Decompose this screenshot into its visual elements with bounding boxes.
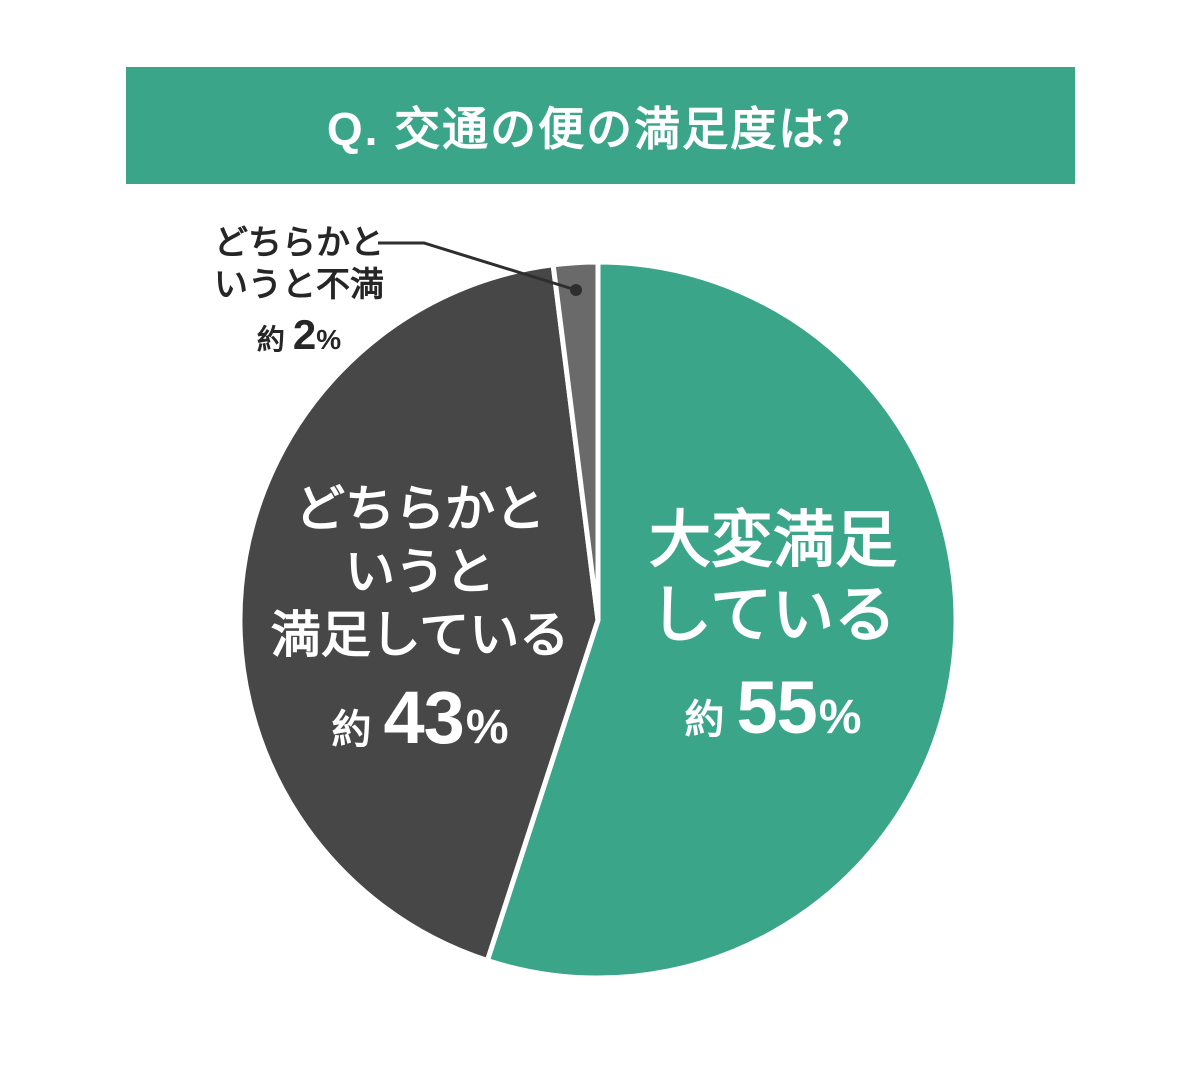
slice-percent: 約 43 %	[271, 681, 570, 755]
slice-label-line: 満足している	[270, 607, 570, 663]
percent-sign: %	[818, 691, 862, 744]
percent-value: 43	[383, 676, 465, 759]
slice-label-line: どちらかと	[214, 224, 384, 262]
page-title: Q. 交通の便の満足度は？	[326, 102, 875, 155]
slice-percent: 約 2 %	[214, 314, 384, 356]
slice-label-line: いうと	[345, 544, 495, 600]
approx-prefix: 約	[256, 324, 285, 355]
slice-label-line: いうと不満	[214, 266, 384, 304]
pie-slice-2	[550, 259, 601, 623]
callout-leader-line	[378, 241, 577, 292]
callout-leader-dot	[570, 284, 582, 296]
percent-value: 2	[292, 311, 316, 358]
percent-sign: %	[316, 324, 342, 355]
slice-label-very-satisfied: 大変満足 している 約 55 %	[649, 503, 897, 745]
slice-label-somewhat-dissatisfied: どちらかと いうと不満 約 2 %	[214, 222, 384, 356]
slice-percent: 約 55 %	[649, 671, 897, 745]
slice-label-line: どちらかと	[295, 481, 545, 537]
pie-wedges-layer	[237, 259, 959, 981]
slice-label-line: している	[649, 581, 897, 650]
percent-value: 55	[736, 666, 817, 749]
slice-label-line: 大変満足	[648, 506, 898, 575]
slice-label-somewhat-satisfied: どちらかと いうと 満足している 約 43 %	[271, 478, 570, 755]
pie-slice-0	[484, 259, 959, 981]
approx-prefix: 約	[331, 708, 372, 752]
percent-sign: %	[465, 701, 509, 754]
approx-prefix: 約	[684, 698, 725, 742]
question-banner: Q. 交通の便の満足度は？	[126, 67, 1075, 184]
pie-slice-1	[237, 262, 601, 963]
